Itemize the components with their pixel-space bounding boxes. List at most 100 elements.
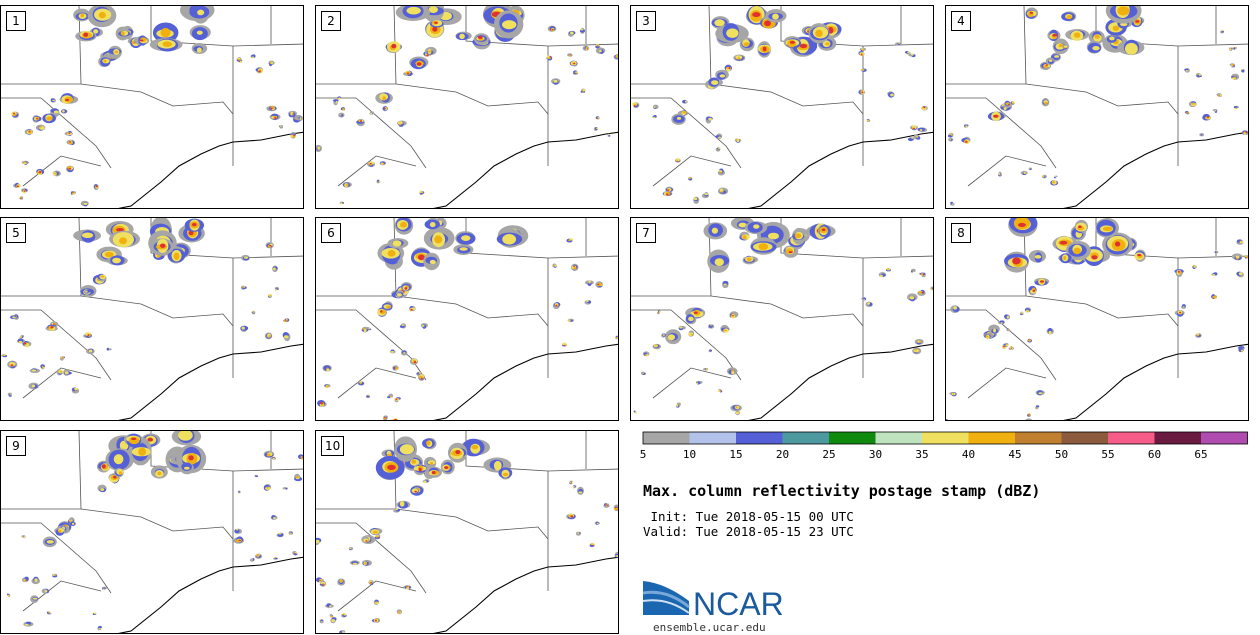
valid-time: Valid: Tue 2018-05-15 23 UTC (643, 524, 854, 539)
storm-cell (614, 507, 618, 510)
storm-cell (614, 506, 617, 509)
coastline (1063, 131, 1248, 208)
storm-cell (38, 171, 42, 174)
storm-cell (293, 134, 295, 137)
storm-cell (574, 71, 577, 73)
colorbar-bin (782, 432, 829, 444)
storm-cell (689, 177, 691, 179)
storm-cell (1092, 45, 1100, 51)
state-boundary (316, 522, 427, 594)
storm-cell (1059, 240, 1068, 245)
storm-cell (1235, 107, 1238, 109)
storm-cell (376, 535, 379, 539)
storm-cell (72, 191, 74, 193)
storm-cell (704, 193, 708, 196)
storm-cell (1212, 274, 1216, 276)
storm-cell (392, 240, 402, 247)
storm-cell (335, 100, 338, 104)
storm-cell (1054, 176, 1056, 179)
colorbar-tick-label: 60 (1148, 448, 1161, 461)
reflectivity-map (316, 6, 618, 208)
storm-cell (270, 107, 273, 110)
storm-cell (1006, 343, 1008, 346)
storm-cell (64, 371, 69, 375)
storm-cell (370, 582, 373, 584)
storm-cell (569, 480, 573, 483)
storm-cell (47, 611, 50, 613)
ncar-logo: NCAR (642, 581, 784, 621)
storm-cell (184, 466, 190, 470)
storm-cell (85, 290, 88, 293)
storm-cell (411, 459, 417, 464)
storm-cell (1238, 272, 1243, 276)
storm-cell (326, 367, 329, 370)
storm-cell (1206, 116, 1210, 118)
storm-cell (455, 449, 461, 455)
storm-cell (615, 555, 618, 557)
storm-cell (706, 369, 708, 370)
storm-cell (719, 171, 723, 174)
storm-cell (1232, 63, 1235, 66)
storm-cell (383, 417, 387, 420)
storm-cell (861, 91, 864, 94)
storm-cell (119, 237, 128, 245)
reflectivity-map (1, 218, 303, 420)
storm-cell (949, 133, 952, 135)
storm-cell (403, 351, 406, 354)
storm-cell (269, 295, 272, 297)
storm-cell (985, 335, 989, 338)
storm-cell (44, 589, 48, 593)
storm-cell (1198, 73, 1202, 76)
storm-cell (342, 613, 345, 615)
storm-cell (188, 455, 194, 461)
storm-cell (394, 366, 399, 370)
storm-cell (1028, 339, 1031, 342)
storm-cell (1214, 251, 1217, 253)
storm-cell (718, 147, 721, 150)
storm-cell (241, 326, 245, 330)
storm-cell (1196, 333, 1200, 336)
storm-cell (1002, 420, 1004, 421)
storm-cell (58, 529, 62, 533)
storm-cell (772, 13, 779, 20)
colorbar-bin (1061, 432, 1108, 444)
storm-cell (1032, 289, 1036, 292)
storm-cell (568, 319, 571, 322)
storm-cell (1215, 250, 1217, 252)
storm-layer (632, 6, 928, 204)
storm-cell (104, 251, 114, 258)
storm-cell (431, 470, 436, 475)
storm-cell (1137, 253, 1142, 257)
panel-number: 4 (951, 11, 971, 31)
colorbar-tick-label: 50 (1055, 448, 1068, 461)
storm-cell (20, 198, 22, 200)
storm-cell (254, 475, 259, 478)
storm-cell (1002, 420, 1003, 421)
storm-cell (54, 172, 58, 175)
storm-cell (268, 335, 271, 338)
storm-cell (41, 365, 44, 368)
colorbar-tick-label: 55 (1101, 448, 1114, 461)
storm-cell (572, 485, 575, 488)
storm-cell (429, 222, 436, 228)
storm-cell (563, 344, 565, 346)
storm-cell (68, 132, 71, 134)
storm-cell (10, 394, 12, 396)
storm-cell (643, 372, 645, 373)
reflectivity-map (316, 218, 618, 420)
storm-cell (319, 579, 321, 582)
coastline (748, 343, 933, 420)
storm-cell (62, 109, 65, 113)
colorbar-bin (1201, 432, 1248, 444)
storm-cell (108, 348, 111, 350)
storm-cell (1212, 297, 1215, 299)
storm-cell (6, 593, 9, 596)
storm-cell (1241, 68, 1244, 71)
storm-cell (18, 340, 23, 344)
state-boundary (1, 508, 234, 540)
storm-cell (188, 230, 194, 236)
storm-cell (737, 411, 740, 413)
coastline (118, 556, 303, 633)
storm-cell (1073, 32, 1081, 38)
storm-cell (317, 146, 321, 150)
